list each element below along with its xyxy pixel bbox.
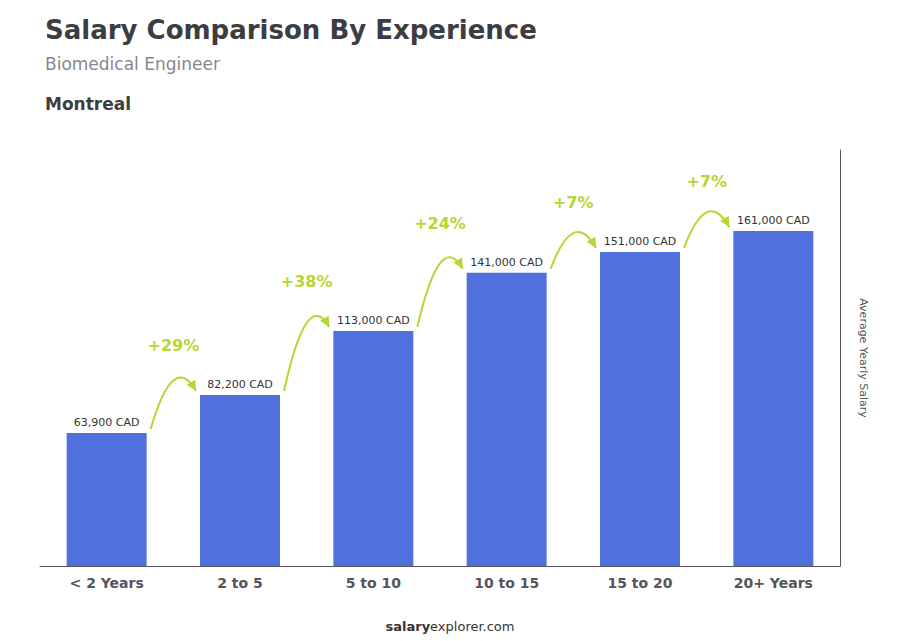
svg-text:+29%: +29%: [147, 336, 199, 355]
svg-text:Average Yearly Salary: Average Yearly Salary: [857, 298, 870, 418]
svg-text:Montreal: Montreal: [45, 94, 131, 114]
svg-text:5 to 10: 5 to 10: [346, 575, 402, 591]
svg-text:+7%: +7%: [553, 193, 594, 212]
svg-text:15 to 20: 15 to 20: [607, 575, 672, 591]
svg-text:< 2 Years: < 2 Years: [70, 575, 144, 591]
svg-text:explorer.com: explorer.com: [430, 619, 514, 634]
svg-text:Biomedical Engineer: Biomedical Engineer: [45, 54, 220, 74]
svg-text:10 to 15: 10 to 15: [474, 575, 539, 591]
svg-text:20+ Years: 20+ Years: [734, 575, 813, 591]
svg-text:+38%: +38%: [281, 272, 333, 291]
svg-text:141,000 CAD: 141,000 CAD: [470, 256, 543, 269]
svg-text:63,900 CAD: 63,900 CAD: [74, 416, 140, 429]
svg-text:113,000 CAD: 113,000 CAD: [337, 314, 410, 327]
svg-text:salary: salary: [385, 619, 430, 634]
svg-text:161,000 CAD: 161,000 CAD: [737, 214, 810, 227]
svg-text:151,000 CAD: 151,000 CAD: [604, 235, 677, 248]
svg-text:+7%: +7%: [686, 172, 727, 191]
svg-text:Salary Comparison By Experienc: Salary Comparison By Experience: [45, 15, 537, 45]
svg-text:2 to 5: 2 to 5: [217, 575, 263, 591]
svg-text:82,200 CAD: 82,200 CAD: [207, 378, 273, 391]
svg-text:+24%: +24%: [414, 214, 466, 233]
